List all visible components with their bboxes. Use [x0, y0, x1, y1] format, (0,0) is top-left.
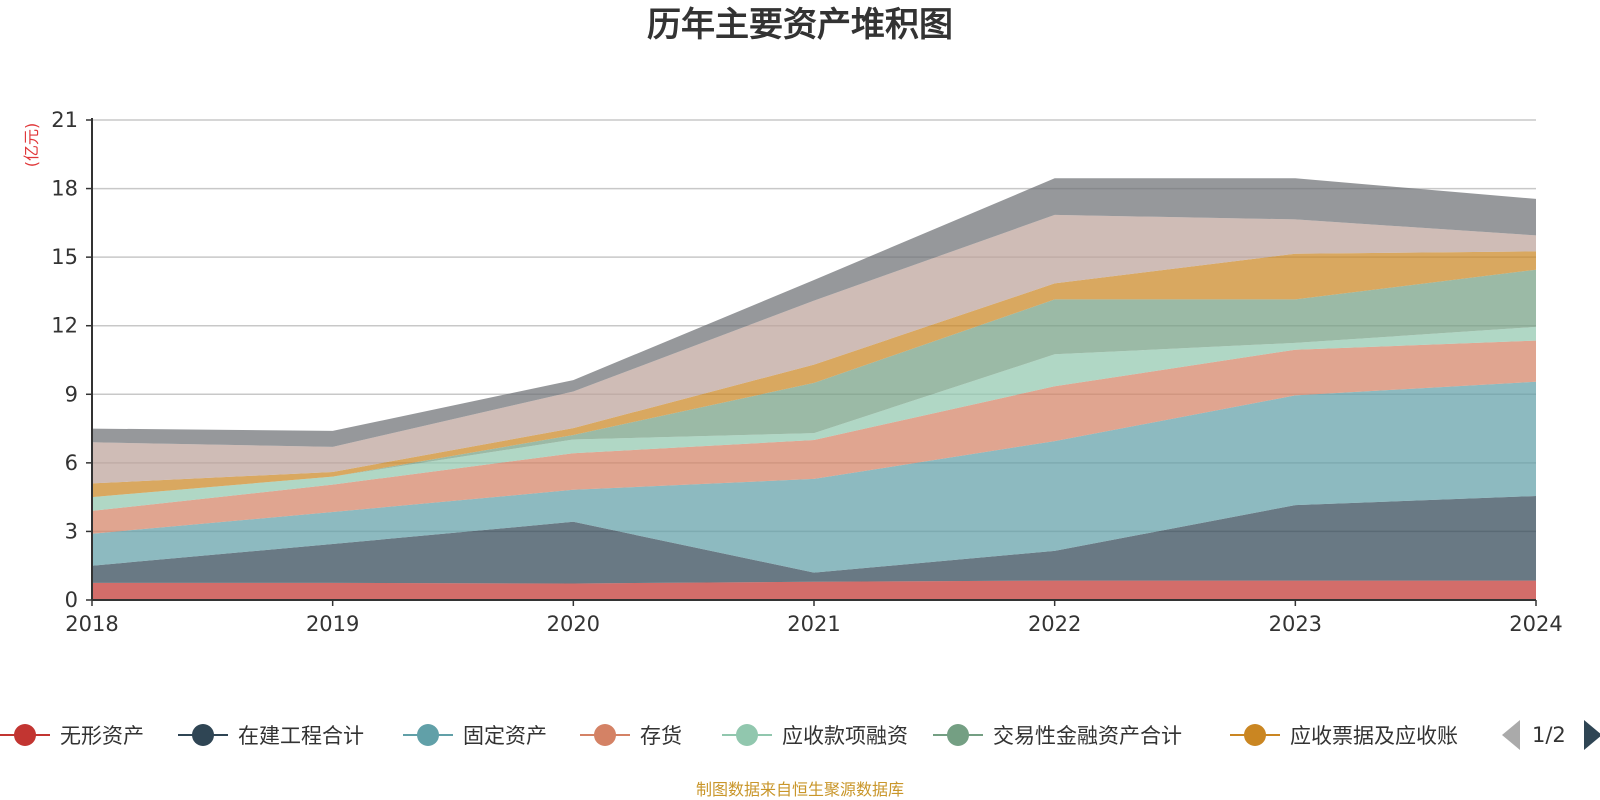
x-tick-label: 2020: [547, 612, 600, 636]
legend-item[interactable]: 应收票据及应收账: [1230, 724, 1458, 748]
y-tick-label: 15: [51, 245, 78, 269]
legend-label: 交易性金融资产合计: [993, 724, 1182, 748]
legend-label: 应收款项融资: [782, 724, 908, 748]
y-tick-label: 18: [51, 177, 78, 201]
legend-label: 无形资产: [60, 724, 144, 748]
x-tick-label: 2018: [65, 612, 118, 636]
area-series-7: [92, 251, 1536, 498]
x-tick-label: 2019: [306, 612, 359, 636]
legend-marker-icon: [1244, 724, 1266, 746]
x-tick-label: 2024: [1509, 612, 1562, 636]
area-series-4: [92, 340, 1536, 534]
legend-item[interactable]: 应收款项融资: [722, 724, 908, 748]
legend-marker-icon: [417, 724, 439, 746]
triangle-right-icon[interactable]: [1584, 720, 1600, 750]
legend-label: 在建工程合计: [238, 724, 364, 748]
data-source-note: 制图数据来自恒生聚源数据库: [696, 780, 904, 799]
legend-page-indicator: 1/2: [1532, 723, 1566, 747]
area-series-9: [92, 178, 1536, 447]
area-series-5: [92, 326, 1536, 511]
legend-item[interactable]: 在建工程合计: [178, 724, 364, 748]
legend-marker-icon: [594, 724, 616, 746]
x-tick-label: 2022: [1028, 612, 1081, 636]
area-series-1: [92, 580, 1536, 600]
legend-label: 固定资产: [463, 724, 547, 748]
area-series-3: [92, 381, 1536, 573]
legend-item[interactable]: 固定资产: [403, 724, 547, 748]
legend-label: 存货: [640, 724, 682, 748]
y-tick-label: 3: [65, 519, 78, 543]
area-series-8: [92, 214, 1536, 484]
y-axis-unit: (亿元): [22, 123, 41, 168]
y-tick-label: 21: [51, 108, 78, 132]
legend-pager: 1/2: [1502, 720, 1600, 750]
x-tick-label: 2023: [1269, 612, 1322, 636]
y-tick-label: 0: [65, 588, 78, 612]
y-tick-label: 6: [65, 451, 78, 475]
legend-marker-icon: [947, 724, 969, 746]
axes: 0 3 6 9 12 15 18 21 2018 2019 2020 2021 2022 2023 2024: [51, 108, 1562, 636]
legend-item[interactable]: 交易性金融资产合计: [933, 724, 1182, 748]
y-tick-label: 12: [51, 314, 78, 338]
legend-marker-icon: [14, 724, 36, 746]
area-series-6: [92, 269, 1536, 498]
x-tick-label: 2021: [787, 612, 840, 636]
legend: 无形资产 在建工程合计 固定资产 存货 应收款项融资 交易性金融资产合计 应收票据及应收账: [0, 724, 1458, 748]
area-series-2: [92, 496, 1536, 584]
chart-title: 历年主要资产堆积图: [647, 5, 953, 45]
legend-item[interactable]: 无形资产: [0, 724, 144, 748]
legend-marker-icon: [192, 724, 214, 746]
area-series-group: [92, 178, 1536, 600]
legend-label: 应收票据及应收账: [1290, 724, 1458, 748]
triangle-left-icon[interactable]: [1502, 720, 1520, 750]
legend-item[interactable]: 存货: [580, 724, 682, 748]
y-tick-label: 9: [65, 382, 78, 406]
legend-marker-icon: [736, 724, 758, 746]
